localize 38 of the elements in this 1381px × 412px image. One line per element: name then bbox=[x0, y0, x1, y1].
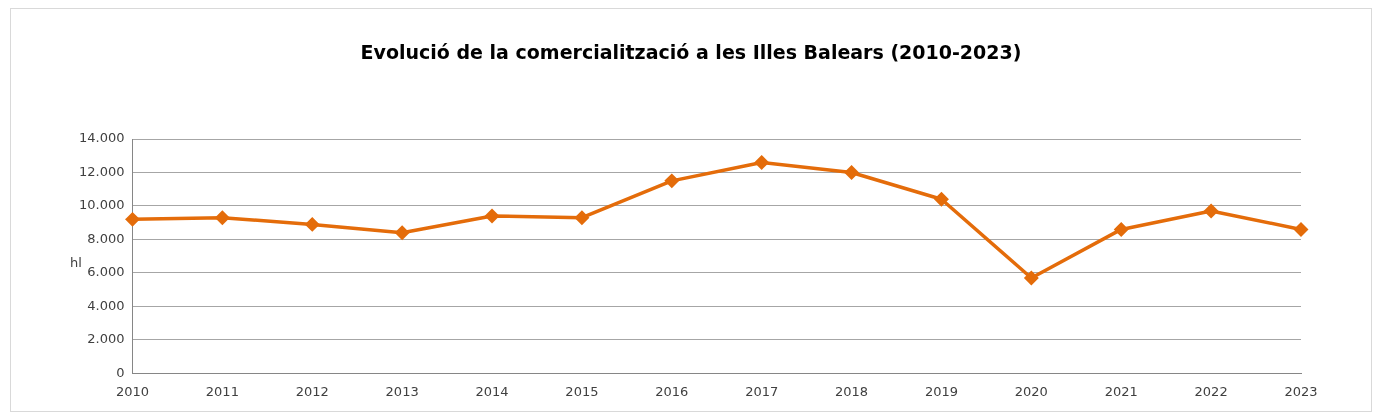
x-tick-label: 2023 bbox=[1284, 383, 1318, 399]
x-tick-label: 2012 bbox=[295, 383, 329, 399]
y-tick-label: 8.000 bbox=[87, 230, 125, 246]
y-tick-label: 10.000 bbox=[78, 197, 125, 213]
y-tick-label: 6.000 bbox=[87, 264, 125, 280]
point bbox=[215, 210, 230, 225]
x-tick-label: 2020 bbox=[1014, 383, 1048, 399]
x-tick-label: 2022 bbox=[1194, 383, 1228, 399]
x-tick-label: 2021 bbox=[1104, 383, 1138, 399]
point bbox=[305, 217, 320, 232]
point bbox=[395, 226, 409, 240]
point bbox=[754, 155, 769, 170]
y-tick-label: 14.000 bbox=[78, 130, 125, 146]
point bbox=[485, 209, 499, 223]
x-tick-label: 2010 bbox=[115, 383, 150, 399]
point bbox=[1294, 222, 1308, 237]
x-tick-label: 2014 bbox=[475, 383, 509, 399]
point bbox=[575, 210, 589, 225]
x-tick-label: 2011 bbox=[205, 383, 239, 399]
y-tick-label: 4.000 bbox=[87, 297, 125, 313]
point bbox=[1114, 222, 1128, 237]
y-axis-title: hl bbox=[70, 255, 82, 270]
x-tick-label: 2015 bbox=[565, 383, 599, 399]
y-tick-label: 0 bbox=[116, 364, 125, 380]
y-tick-label: 12.000 bbox=[78, 163, 125, 179]
chart-title: Evolució de la comercialització a les Illes Balears (2010-2023) bbox=[359, 41, 1023, 63]
point bbox=[844, 165, 859, 180]
x-tick-label: 2017 bbox=[745, 383, 779, 399]
x-tick-label: 2018 bbox=[835, 383, 869, 399]
x-tick-label: 2013 bbox=[385, 383, 419, 399]
point bbox=[934, 192, 949, 207]
point bbox=[1024, 271, 1039, 285]
point bbox=[125, 212, 140, 227]
y-tick-label: 2.000 bbox=[87, 331, 125, 347]
x-tick-label: 2019 bbox=[924, 383, 958, 399]
x-tick-label: 2016 bbox=[655, 383, 689, 399]
point bbox=[665, 174, 679, 188]
point bbox=[1204, 204, 1218, 218]
